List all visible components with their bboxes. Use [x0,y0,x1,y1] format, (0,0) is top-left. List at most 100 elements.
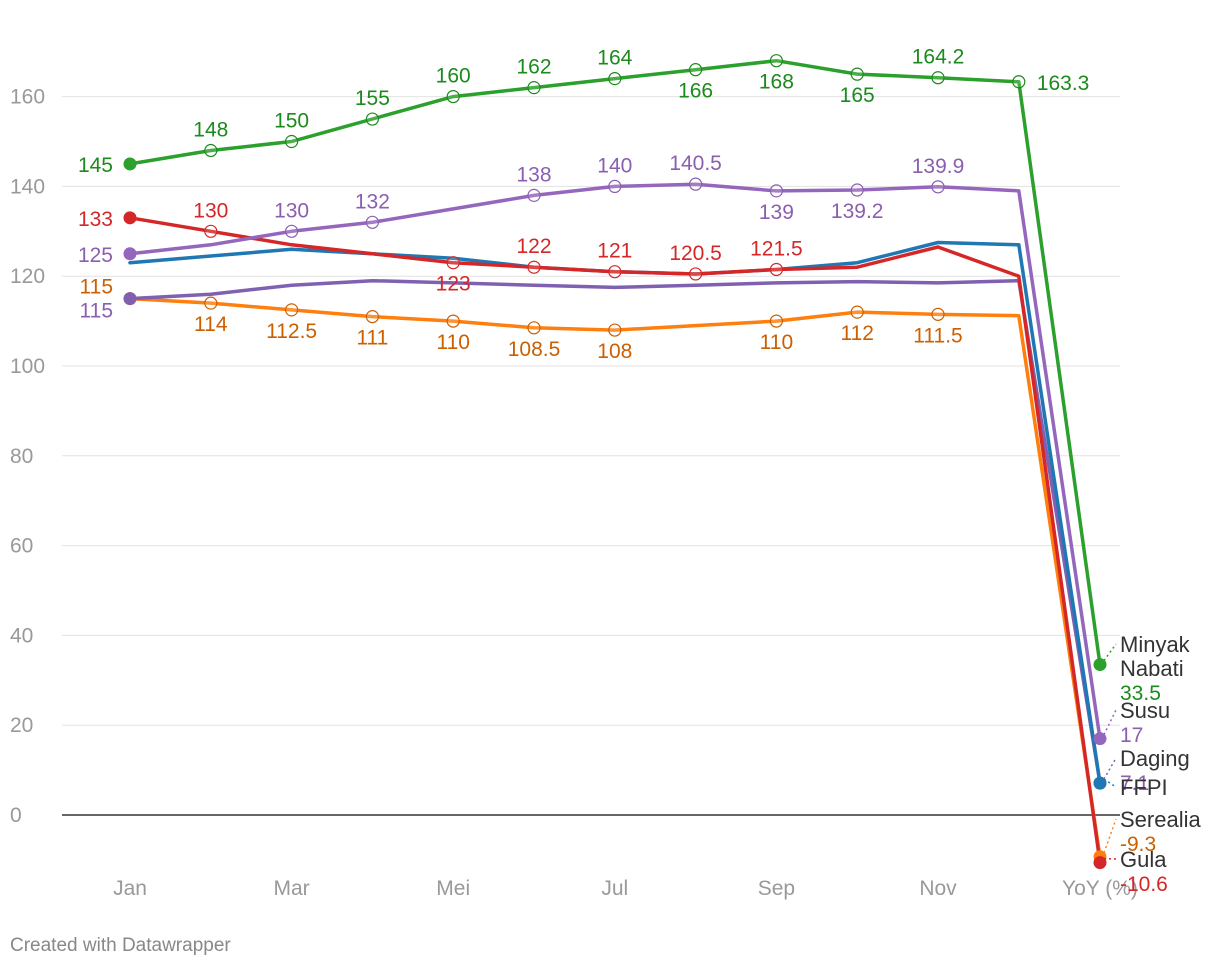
data-label-daging: 115 [80,300,113,323]
marker-gula [769,262,784,277]
marker-minyak-nabati [527,81,541,95]
marker-minyak-nabati [1093,658,1107,672]
data-label-gula: 121 [597,240,632,263]
marker-gula [204,224,218,238]
series-line-susu [128,182,1102,741]
marker-minyak-nabati [850,67,864,81]
data-label-susu: 140.5 [669,152,722,175]
marker-minyak-nabati [931,71,945,85]
data-label-susu: 130 [274,199,309,222]
marker-serealia [285,303,299,317]
y-tick-label: 80 [10,445,33,468]
marker-gula [527,260,541,274]
end-label-daging: Daging [1120,746,1190,771]
series-line-minyak-nabati [128,58,1102,667]
marker-susu [688,177,703,191]
series-line-daging [128,278,1102,785]
marker-susu [527,188,541,202]
marker-gula [1093,856,1107,870]
data-label-minyak-nabati: 150 [274,110,309,133]
end-value-susu: 17 [1120,724,1143,747]
data-label-minyak-nabati: 168 [759,71,794,94]
x-tick-label: YoY (%) [1062,877,1138,900]
data-label-susu: 139.9 [912,155,965,178]
connector-susu [1103,709,1117,735]
end-label-serealia: Serealia [1120,807,1201,832]
series-line-serealia [128,296,1102,859]
marker-serealia [850,305,864,319]
marker-susu [1093,732,1107,746]
data-label-serealia: 112 [840,322,873,345]
data-label-serealia: 108.5 [508,338,561,361]
gridlines [62,96,1120,816]
data-label-serealia: 112.5 [266,320,317,343]
data-label-minyak-nabati: 166 [678,80,713,103]
x-tick-label: Nov [919,877,957,900]
data-label-serealia: 110 [760,331,793,354]
marker-susu [769,184,784,198]
end-label-gula: Gula [1120,847,1167,872]
end-label-ffpi: FFPI [1120,775,1168,800]
y-tick-label: 100 [10,355,45,378]
x-tick-label: Mei [436,877,470,900]
marker-gula [123,211,137,225]
line-chart: 0 20 40 60 80 100 120 140 160 Jan Mar Mei Jul Sep Nov… [10,46,1201,900]
marker-minyak-nabati [204,143,218,158]
marker-gula [688,267,703,281]
marker-susu [608,179,622,193]
marker-serealia [769,314,784,328]
data-label-gula: 123 [436,273,471,296]
data-label-susu: 140 [597,154,632,177]
data-label-susu: 132 [355,190,390,213]
data-label-gula: 121.5 [750,237,803,260]
x-axis-ticks: Jan Mar Mei Jul Sep Nov YoY (%) [113,877,1138,900]
data-label-serealia: 115 [80,276,113,299]
marker-serealia [608,323,622,337]
data-label-serealia: 110 [436,331,469,354]
connector-ffpi [1103,778,1117,788]
x-tick-label: Jan [113,877,147,900]
data-label-gula: 133 [78,208,113,231]
y-axis-ticks: 0 20 40 60 80 100 120 140 160 [10,86,45,827]
marker-susu [285,224,299,238]
data-label-susu: 139 [759,201,794,224]
data-label-minyak-nabati: 164.2 [912,46,965,69]
marker-minyak-nabati [1012,75,1026,89]
x-tick-label: Mar [274,877,310,900]
y-tick-label: 160 [10,86,45,109]
y-tick-label: 140 [10,175,45,198]
marker-serealia [446,314,460,328]
data-label-serealia: 111.5 [913,324,962,347]
end-label-minyak-nabati: Nabati [1120,656,1184,681]
data-label-minyak-nabati: 164 [597,47,632,70]
connector-serealia [1103,818,1117,854]
y-tick-label: 20 [10,714,33,737]
marker-minyak-nabati [769,54,784,68]
marker-susu [123,247,137,261]
marker-minyak-nabati [688,63,703,77]
data-label-minyak-nabati: 165 [840,84,875,107]
end-label-minyak-nabati: Minyak [1120,632,1191,657]
connector-daging [1103,757,1117,780]
series-line-gula [128,216,1102,865]
data-label-minyak-nabati: 162 [516,56,551,79]
data-labels: 145 148 150 155 160 162 164 166 168 165 164.2 163.3… [78,46,1089,363]
y-tick-label: 60 [10,535,33,558]
marker-susu [931,180,945,194]
data-label-minyak-nabati: 163.3 [1037,72,1090,95]
y-tick-label: 120 [10,265,45,288]
marker-gula [608,265,622,279]
data-label-minyak-nabati: 160 [436,65,471,88]
marker-serealia [204,296,218,310]
marker-susu [365,215,379,229]
data-label-gula: 122 [516,235,551,258]
marker-daging [123,292,137,306]
data-label-gula: 120.5 [669,242,722,265]
data-label-serealia: 108 [597,340,632,363]
marker-ffpi [1093,776,1107,790]
marker-minyak-nabati [365,112,379,126]
x-tick-label: Sep [758,877,795,900]
y-tick-label: 0 [10,804,22,827]
series-lines [128,58,1102,865]
